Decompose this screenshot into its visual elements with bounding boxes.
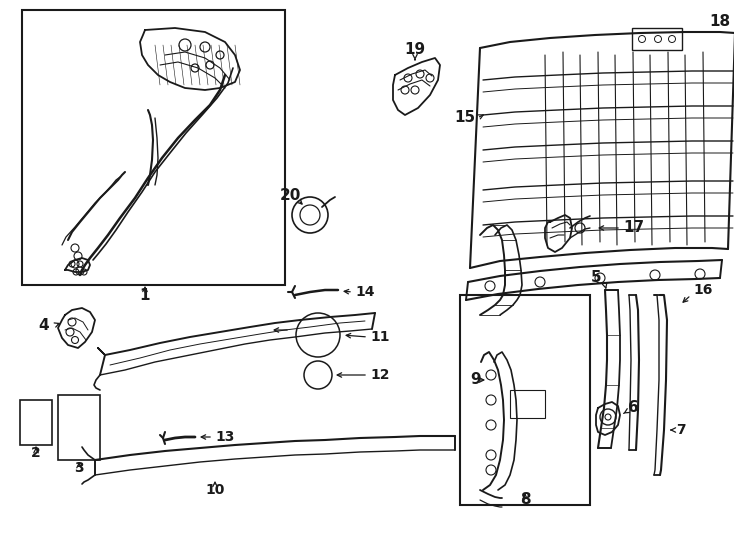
Text: 10: 10 <box>206 483 225 497</box>
Text: 16: 16 <box>693 283 713 297</box>
Text: 11: 11 <box>370 330 390 344</box>
Text: 20: 20 <box>280 187 301 202</box>
Text: 5: 5 <box>591 271 601 286</box>
Bar <box>58 395 100 460</box>
Text: 6: 6 <box>628 401 639 415</box>
Text: 2: 2 <box>31 446 41 460</box>
Text: 12: 12 <box>370 368 390 382</box>
Bar <box>20 400 52 445</box>
Text: 9: 9 <box>470 373 481 388</box>
Text: 13: 13 <box>215 430 234 444</box>
Bar <box>510 390 545 418</box>
Text: 14: 14 <box>355 285 374 299</box>
Text: 19: 19 <box>404 43 426 57</box>
Text: 17: 17 <box>623 220 644 235</box>
Bar <box>632 28 682 50</box>
Text: 1: 1 <box>139 287 150 302</box>
Text: 3: 3 <box>74 461 84 475</box>
Text: 15: 15 <box>454 111 475 125</box>
Text: 18: 18 <box>710 15 730 30</box>
Bar <box>22 10 285 285</box>
Text: 8: 8 <box>520 492 530 508</box>
Text: 4: 4 <box>39 318 49 333</box>
Text: 7: 7 <box>676 423 686 437</box>
Bar <box>460 295 590 505</box>
